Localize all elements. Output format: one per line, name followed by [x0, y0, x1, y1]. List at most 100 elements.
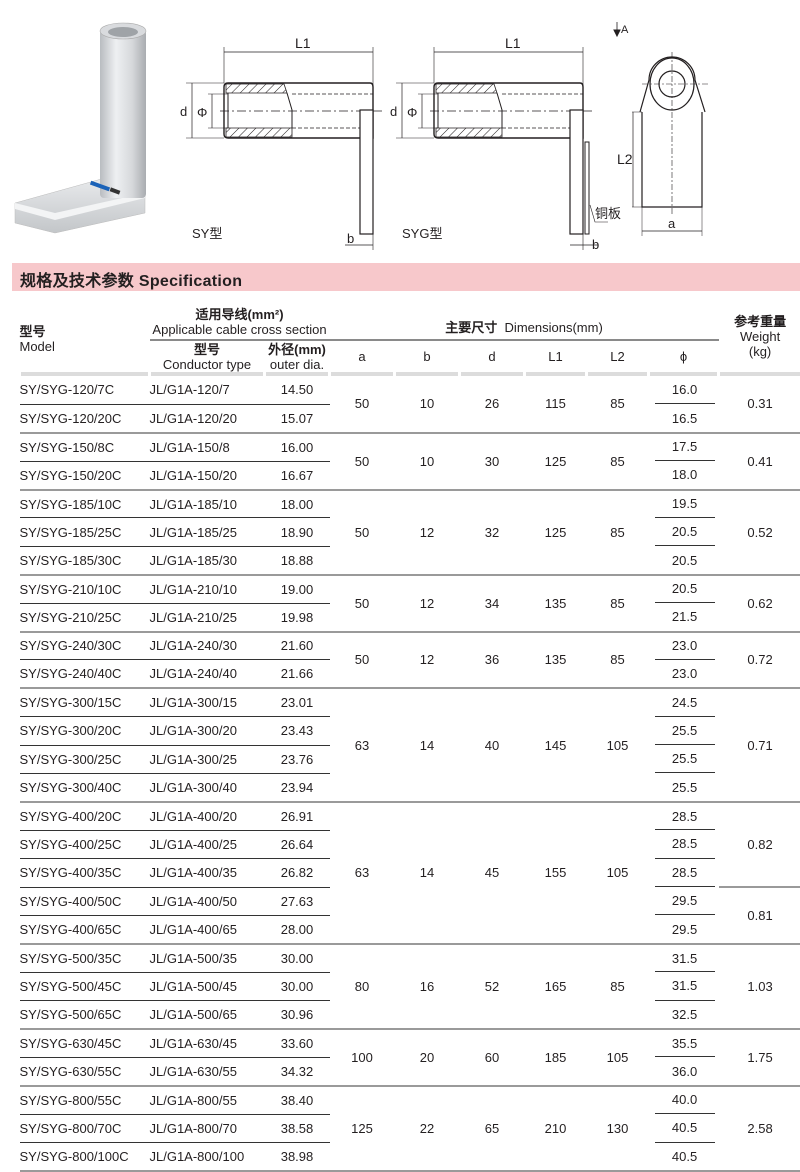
cell-b: 12	[395, 575, 460, 632]
cell-d: 26	[460, 376, 525, 433]
cell-phi: 18.0	[649, 461, 719, 489]
cell-L1: 115	[525, 376, 587, 433]
cell-L2: 85	[587, 632, 649, 689]
syg-type-label: SYG型	[402, 226, 442, 241]
cell-d: 32	[460, 490, 525, 575]
cell-conductor-type: JL/G1A-185/25	[150, 518, 265, 546]
phi-value: 17.5	[655, 434, 715, 461]
cell-outer-dia: 28.00	[265, 915, 330, 943]
cell-phi: 20.5	[649, 546, 719, 574]
cell-a: 50	[330, 632, 395, 689]
header-weight: 参考重量 Weight (kg)	[719, 300, 800, 372]
cell-model: SY/SYG-240/40C	[20, 660, 150, 688]
cell-conductor-type: JL/G1A-240/30	[150, 632, 265, 660]
cell-model: SY/SYG-630/45C	[20, 1029, 150, 1057]
cell-phi: 40.0	[649, 1086, 719, 1114]
cell-L1: 145	[525, 688, 587, 802]
cell-phi: 16.5	[649, 404, 719, 432]
side-view-drawing: A L2 a	[614, 22, 710, 236]
cell-phi: 25.5	[649, 745, 719, 773]
cell-phi: 28.5	[649, 802, 719, 830]
cell-a: 80	[330, 944, 395, 1029]
dim-phi-label: Φ	[407, 105, 417, 120]
cell-weight: 0.72	[719, 632, 800, 689]
cell-model: SY/SYG-300/15C	[20, 688, 150, 716]
cell-L2: 130	[587, 1086, 649, 1171]
cell-phi: 35.5	[649, 1029, 719, 1057]
cell-phi: 32.5	[649, 1001, 719, 1029]
specification-table: 型号 Model 适用导线(mm²) Applicable cable cros…	[18, 300, 800, 1172]
cell-conductor-type: JL/G1A-300/15	[150, 688, 265, 716]
phi-value: 28.5	[655, 830, 715, 858]
cell-d: 52	[460, 944, 525, 1029]
cell-L2: 85	[587, 944, 649, 1029]
cell-phi: 23.0	[649, 660, 719, 688]
cell-conductor-type: JL/G1A-150/8	[150, 433, 265, 461]
phi-value: 16.0	[655, 376, 715, 404]
cell-L2: 85	[587, 433, 649, 490]
cell-outer-dia: 16.00	[265, 433, 330, 461]
cell-outer-dia: 34.32	[265, 1057, 330, 1085]
dim-L2-label: L2	[617, 151, 633, 167]
dim-L1-label: L1	[505, 35, 521, 51]
section-title: 规格及技术参数 Specification	[20, 267, 242, 291]
cell-model: SY/SYG-400/65C	[20, 915, 150, 943]
header-cable: 适用导线(mm²) Applicable cable cross section	[150, 300, 330, 340]
cell-conductor-type: JL/G1A-630/45	[150, 1029, 265, 1057]
cell-d: 40	[460, 688, 525, 802]
cell-L1: 125	[525, 433, 587, 490]
copper-plate-label: 铜板	[595, 206, 621, 221]
header-weight-en: Weight	[719, 329, 800, 344]
phi-value: 25.5	[655, 773, 715, 800]
cell-model: SY/SYG-800/55C	[20, 1086, 150, 1114]
cell-phi: 31.5	[649, 944, 719, 972]
cell-model: SY/SYG-800/100C	[20, 1143, 150, 1171]
dim-a-label: a	[668, 216, 676, 231]
dim-d-label: d	[180, 104, 187, 119]
dim-b-label: b	[347, 231, 354, 246]
cell-model: SY/SYG-400/25C	[20, 830, 150, 858]
cell-conductor-type: JL/G1A-185/10	[150, 490, 265, 518]
phi-value: 21.5	[655, 603, 715, 630]
cell-outer-dia: 30.00	[265, 944, 330, 972]
cell-phi: 20.5	[649, 575, 719, 603]
cell-outer-dia: 23.43	[265, 717, 330, 745]
cell-d: 30	[460, 433, 525, 490]
cell-model: SY/SYG-120/20C	[20, 404, 150, 432]
cell-conductor-type: JL/G1A-150/20	[150, 461, 265, 489]
cell-outer-dia: 23.76	[265, 745, 330, 773]
cell-outer-dia: 30.00	[265, 972, 330, 1000]
cell-L1: 165	[525, 944, 587, 1029]
cell-phi: 28.5	[649, 859, 719, 887]
cell-L2: 85	[587, 490, 649, 575]
header-dims-zh: 主要尺寸	[445, 320, 497, 335]
cell-weight: 0.41	[719, 433, 800, 490]
cell-L1: 210	[525, 1086, 587, 1171]
cell-L1: 155	[525, 802, 587, 944]
cell-conductor-type: JL/G1A-500/65	[150, 1001, 265, 1029]
header-L1: L1	[525, 340, 587, 372]
cell-model: SY/SYG-400/35C	[20, 859, 150, 887]
sy-drawing: L1 d Φ b SY型	[180, 35, 385, 250]
cell-outer-dia: 15.07	[265, 404, 330, 432]
cell-outer-dia: 27.63	[265, 887, 330, 915]
cell-phi: 21.5	[649, 603, 719, 631]
cell-a: 125	[330, 1086, 395, 1171]
cell-model: SY/SYG-400/50C	[20, 887, 150, 915]
header-outer-dia: 外径(mm) outer dia.	[265, 340, 330, 372]
cell-weight: 0.31	[719, 376, 800, 433]
cell-model: SY/SYG-300/20C	[20, 717, 150, 745]
cell-phi: 19.5	[649, 490, 719, 518]
phi-value: 20.5	[655, 576, 715, 603]
phi-value: 31.5	[655, 945, 715, 972]
cell-L1: 185	[525, 1029, 587, 1086]
cell-phi: 25.5	[649, 773, 719, 801]
header-b: b	[395, 340, 460, 372]
cell-phi: 16.0	[649, 376, 719, 404]
phi-value: 29.5	[655, 887, 715, 915]
cell-phi: 28.5	[649, 830, 719, 858]
